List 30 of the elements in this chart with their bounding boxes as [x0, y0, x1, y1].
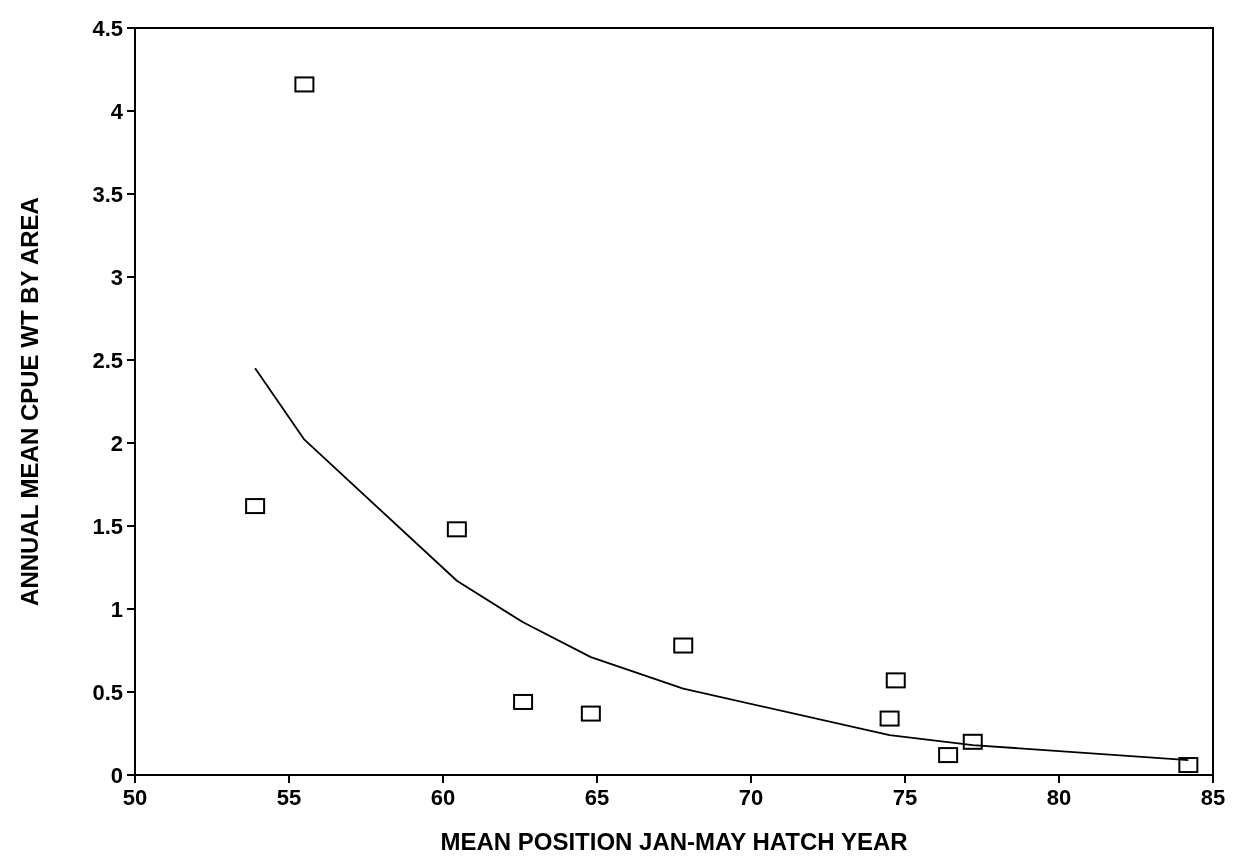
x-axis-title: MEAN POSITION JAN-MAY HATCH YEAR — [440, 828, 908, 855]
point — [1178, 757, 1199, 774]
x-tick-label: 55 — [276, 785, 302, 810]
point — [513, 693, 534, 710]
x-tick-label: 70 — [738, 785, 764, 810]
y-tick-label: 3 — [110, 264, 123, 290]
x-tick-label: 50 — [122, 785, 148, 810]
y-tick-label: 4 — [110, 98, 124, 124]
y-tick-label: 2.5 — [92, 347, 123, 373]
point — [879, 710, 900, 727]
point — [245, 498, 266, 515]
point — [673, 637, 694, 654]
y-tick-label: 3.5 — [92, 181, 123, 207]
point — [446, 521, 467, 538]
y-tick-label: 1 — [110, 596, 123, 622]
x-tick-label: 80 — [1046, 785, 1072, 810]
y-axis-title: ANNUAL MEAN CPUE WT BY AREA — [16, 197, 43, 606]
x-tick-label: 65 — [584, 785, 610, 810]
x-tick-label: 60 — [430, 785, 456, 810]
point — [938, 747, 959, 764]
x-tick-label: 85 — [1200, 785, 1226, 810]
point — [294, 76, 315, 93]
y-tick-label: 0 — [110, 762, 123, 788]
y-tick-label: 2 — [110, 430, 123, 456]
x-tick-label: 75 — [892, 785, 918, 810]
y-tick-label: 1.5 — [92, 513, 123, 539]
point — [885, 672, 906, 689]
y-tick-label: 0.5 — [92, 679, 123, 705]
y-tick-label: 4.5 — [92, 15, 123, 41]
point — [580, 705, 601, 722]
